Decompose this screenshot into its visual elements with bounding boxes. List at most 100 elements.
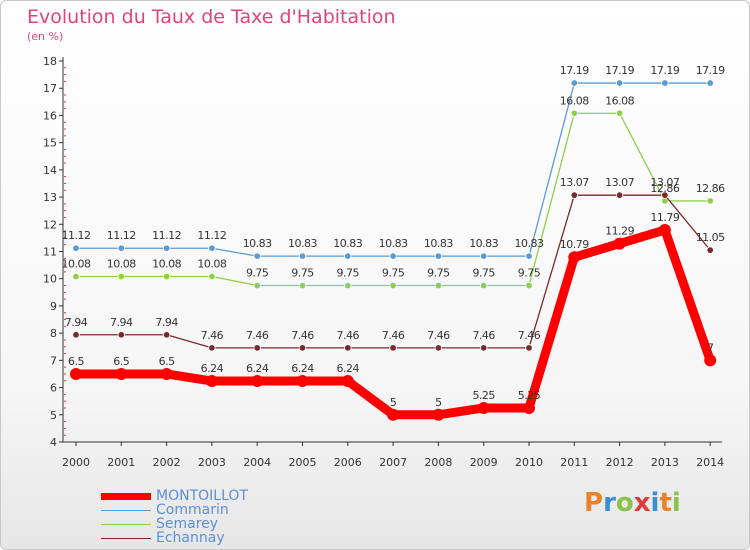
data-label: 6.24 [291, 362, 314, 375]
data-label: 7.46 [382, 329, 405, 342]
y-tick-label: 7 [50, 354, 57, 367]
chart-title: Evolution du Taux de Taxe d'Habitation [27, 6, 396, 28]
data-label: 17.19 [696, 64, 725, 77]
data-label: 10.83 [469, 237, 498, 250]
data-label: 11.05 [696, 231, 725, 244]
data-point [296, 375, 309, 388]
x-tick-label: 2006 [334, 456, 362, 469]
data-point [72, 244, 80, 252]
y-tick-label: 18 [43, 55, 57, 68]
x-tick-label: 2012 [606, 456, 634, 469]
data-labels: 6.5 6.5 6.5 6.24 6.24 6.24 6.24 5 5 5.25 5.25 10.79… [62, 64, 726, 409]
legend-swatch-semarey [101, 524, 151, 525]
x-tick-label: 2007 [379, 456, 407, 469]
logo-letter: i [650, 488, 660, 518]
data-point [117, 331, 125, 339]
data-point [480, 344, 488, 352]
y-tick-label: 5 [50, 409, 57, 422]
data-point [160, 367, 173, 380]
legend-label-montoillot: MONTOILLOT [156, 488, 248, 504]
data-label: 10.08 [107, 258, 136, 271]
x-tick-label: 2005 [289, 456, 317, 469]
logo-letter: x [633, 488, 651, 518]
data-point [208, 344, 216, 352]
data-point [706, 246, 714, 254]
data-label: 10.83 [243, 237, 272, 250]
legend-label-commarin: Commarin [156, 502, 229, 518]
y-tick-label: 12 [43, 218, 57, 231]
y-tick-label: 15 [43, 137, 57, 150]
data-point [70, 367, 82, 380]
x-tick-label: 2013 [651, 456, 679, 469]
data-point [615, 79, 624, 87]
data-label: 11.29 [605, 225, 634, 238]
x-tick-label: 2003 [198, 456, 226, 469]
axes: 4 5 6 7 8 9 10 11 12 13 14 15 16 17 18 2000 2001 2002 2003… [43, 55, 724, 469]
data-point [570, 191, 578, 199]
data-label: 10.83 [333, 237, 362, 250]
data-point [387, 408, 400, 421]
data-label: 9.75 [472, 267, 495, 280]
series-lines [70, 79, 717, 421]
data-point [253, 344, 261, 352]
data-label: 7.46 [518, 329, 541, 342]
data-label: 9.75 [291, 267, 314, 280]
legend-swatch-commarin [101, 510, 151, 511]
y-tick-label: 8 [50, 327, 57, 340]
data-label: 9.75 [518, 267, 541, 280]
data-label: 10.08 [62, 258, 91, 271]
data-label: 7.46 [427, 329, 450, 342]
data-point [162, 244, 171, 252]
data-label: 11.12 [152, 229, 181, 242]
data-point [72, 272, 80, 281]
data-point [477, 401, 490, 414]
y-tick-label: 9 [50, 300, 57, 313]
data-label: 16.08 [560, 94, 589, 107]
data-label: 10.08 [197, 258, 226, 271]
data-point [389, 281, 397, 290]
data-label: 7.46 [291, 329, 314, 342]
legend-swatch-montoillot [101, 493, 151, 500]
data-label: 9.75 [427, 267, 450, 280]
data-point [389, 252, 397, 260]
data-point [706, 79, 714, 87]
data-point [389, 344, 397, 352]
data-label: 6.24 [246, 362, 269, 375]
data-label: 9.75 [246, 267, 269, 280]
data-label: 10.83 [424, 237, 453, 250]
data-point [525, 252, 533, 260]
y-tick-label: 13 [43, 191, 57, 204]
y-tick-label: 14 [43, 164, 57, 177]
data-point [434, 344, 443, 352]
data-point [117, 244, 125, 252]
legend-swatch-echannay [101, 538, 151, 539]
data-label: 5 [390, 396, 397, 409]
data-label: 13.07 [605, 176, 634, 189]
data-point [253, 281, 261, 290]
x-tick-label: 2010 [515, 456, 543, 469]
data-label: 5.25 [518, 389, 541, 402]
data-point [251, 375, 264, 388]
y-tick-label: 4 [50, 436, 57, 449]
data-point [205, 375, 218, 388]
data-point [298, 281, 307, 290]
data-label: 9.75 [337, 267, 360, 280]
y-tick-label: 16 [43, 109, 57, 122]
data-label: 7.94 [155, 316, 178, 329]
data-label: 7.46 [337, 329, 360, 342]
logo-letter: P [584, 488, 604, 518]
data-label: 12.86 [696, 182, 725, 195]
data-label: 11.12 [197, 229, 226, 242]
x-tick-label: 2000 [62, 456, 90, 469]
data-point [661, 191, 669, 199]
data-point [72, 331, 80, 339]
chart-subtitle: (en %) [27, 30, 64, 43]
data-point [344, 252, 352, 260]
data-label: 17.19 [650, 64, 679, 77]
data-label: 7.94 [65, 316, 88, 329]
data-point [162, 331, 171, 339]
x-tick-label: 2001 [107, 456, 135, 469]
data-point [568, 251, 581, 264]
